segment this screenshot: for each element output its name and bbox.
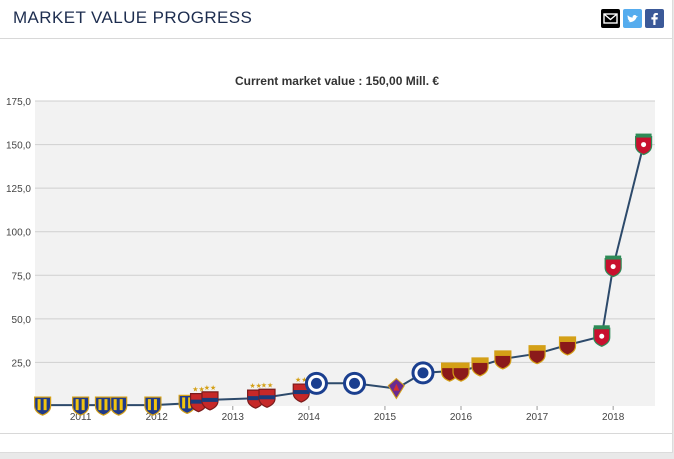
y-tick-label: 175,0: [6, 97, 31, 108]
svg-text:★★: ★★: [192, 386, 205, 394]
club-crest-marker-basel[interactable]: ★★: [292, 376, 310, 403]
svg-text:★★: ★★: [249, 382, 262, 390]
club-crest-marker-basel[interactable]: ★★: [201, 384, 219, 411]
svg-text:★★: ★★: [204, 384, 217, 392]
x-tick-label: 2017: [526, 412, 549, 423]
svg-text:★★: ★★: [261, 381, 274, 389]
club-crest-marker-striped-blue-yellow[interactable]: [34, 396, 52, 416]
card-header: MARKET VALUE PROGRESS: [0, 0, 672, 39]
chart-svg: Current market value : 150,00 Mill. € 17…: [6, 74, 655, 423]
x-tick-label: 2013: [222, 412, 245, 423]
email-share-button[interactable]: [601, 9, 620, 28]
x-axis-ticks: 2011 2012 2013 2014 2015 2016 2017 2018: [70, 406, 625, 423]
club-crest-marker-roma[interactable]: [452, 362, 470, 382]
y-axis-ticks: 175,0 150,0 125,0 100,0 75,0 50,0 25,0: [6, 97, 31, 369]
club-crest-marker-chelsea[interactable]: [343, 371, 367, 395]
x-tick-label: 2016: [450, 412, 473, 423]
club-crest-marker-roma[interactable]: [528, 345, 546, 365]
y-tick-label: 25,0: [12, 358, 32, 369]
x-tick-label: 2011: [70, 412, 92, 423]
club-crest-marker-striped-blue-yellow[interactable]: [144, 396, 162, 416]
facebook-share-button[interactable]: [645, 9, 664, 28]
x-tick-label: 2014: [298, 412, 321, 423]
plot-area: [35, 101, 655, 406]
market-value-chart: Current market value : 150,00 Mill. € 17…: [0, 40, 672, 452]
club-crest-marker-roma[interactable]: [494, 350, 512, 370]
chart-title: Current market value : 150,00 Mill. €: [235, 74, 439, 88]
club-crest-marker-striped-blue-yellow[interactable]: [72, 396, 90, 416]
grid-lines: [35, 100, 655, 363]
y-tick-label: 125,0: [6, 184, 31, 195]
club-crest-marker-chelsea[interactable]: [411, 361, 435, 385]
twitter-icon: [627, 14, 638, 23]
club-crest-marker-liverpool[interactable]: [593, 325, 611, 347]
club-crest-marker-striped-blue-yellow[interactable]: [94, 396, 113, 416]
y-tick-label: 75,0: [12, 271, 32, 282]
y-tick-label: 50,0: [12, 315, 32, 326]
x-tick-label: 2015: [374, 412, 397, 423]
club-crest-marker-liverpool[interactable]: [634, 133, 653, 156]
club-crest-marker-fiorentina[interactable]: [387, 377, 405, 400]
y-tick-label: 100,0: [6, 228, 31, 239]
club-crest-marker-roma[interactable]: [558, 336, 577, 356]
y-tick-label: 150,0: [6, 141, 31, 152]
facebook-icon: [651, 13, 658, 25]
club-markers: ★★★★ ★★★★★★: [34, 133, 653, 416]
club-crest-marker-basel[interactable]: ★★: [258, 381, 276, 408]
club-crest-marker-striped-blue-yellow[interactable]: [110, 396, 128, 416]
page-title: MARKET VALUE PROGRESS: [13, 8, 253, 27]
x-tick-label: 2012: [146, 412, 169, 423]
email-icon: [603, 13, 618, 24]
club-crest-marker-chelsea[interactable]: [304, 371, 328, 395]
svg-text:★★: ★★: [295, 376, 308, 384]
x-tick-label: 2018: [602, 412, 625, 423]
club-crest-marker-roma[interactable]: [471, 357, 489, 377]
footer-divider: [0, 433, 672, 434]
club-crest-marker-liverpool[interactable]: [604, 255, 622, 278]
twitter-share-button[interactable]: [623, 9, 642, 28]
